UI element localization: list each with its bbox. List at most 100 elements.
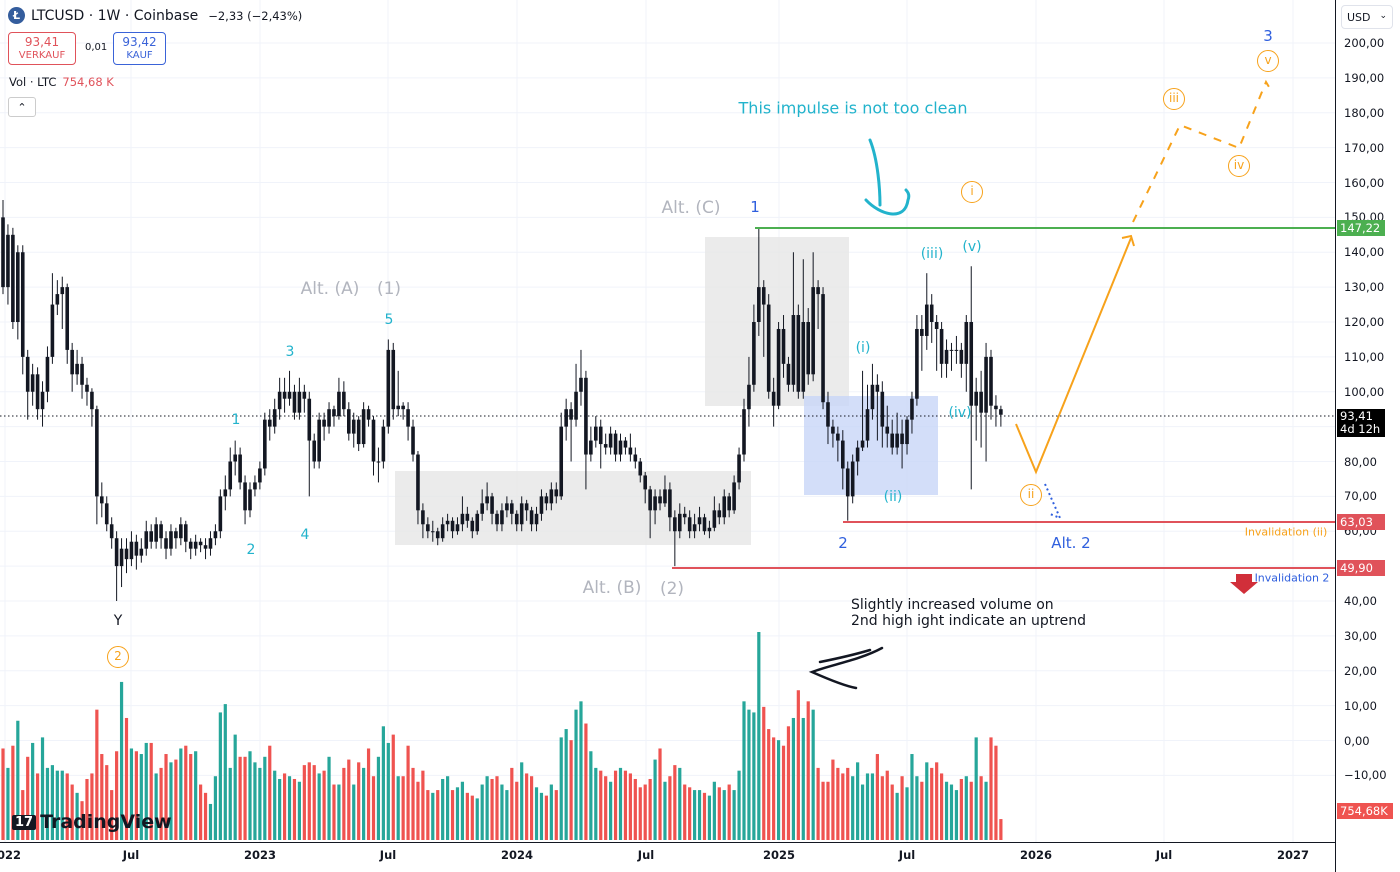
volume-bar — [371, 776, 376, 840]
price-tick-label: 200,00 — [1344, 36, 1385, 50]
candle — [25, 356, 30, 392]
volume-bar — [307, 762, 311, 840]
currency-value: USD — [1347, 11, 1371, 24]
symbol-header[interactable]: Ł LTCUSD · 1W · Coinbase −2,33 (−2,43%) — [8, 7, 302, 24]
price-tick-label: 30,00 — [1344, 628, 1377, 643]
sell-button[interactable]: 93,41 VERKAUF — [8, 32, 76, 65]
candle — [416, 454, 420, 511]
volume-bar — [613, 770, 618, 840]
volume-note-line1: Slightly increased volume on — [851, 597, 1054, 613]
wave-1-label: 1 — [231, 412, 241, 428]
volume-bar — [60, 770, 64, 840]
candle — [875, 384, 880, 392]
volume-bar — [396, 776, 400, 840]
candle — [337, 391, 341, 417]
candle — [915, 328, 919, 399]
candle — [514, 513, 519, 525]
candle — [154, 524, 158, 542]
price-tick-label: 80,00 — [1344, 454, 1377, 469]
volume-bar — [604, 776, 608, 840]
volume-bar — [544, 795, 548, 840]
volume-bar — [55, 770, 59, 840]
chevron-up-icon[interactable]: ⌃ — [8, 97, 36, 117]
candle — [658, 496, 662, 504]
volume-bar — [742, 701, 746, 840]
volume-bar — [870, 773, 875, 840]
candle — [979, 391, 983, 413]
volume-bar — [747, 709, 751, 840]
volume-bar — [989, 737, 993, 840]
price-tick-label: −10,00 — [1344, 768, 1387, 783]
resistance-price-badge: 147,22 — [1337, 220, 1385, 236]
time-tick-label: Jul — [1155, 848, 1173, 862]
price-tick-label: 20,00 — [1344, 663, 1377, 678]
volume-bar — [119, 681, 124, 840]
volume-bar — [134, 751, 138, 840]
candle — [238, 454, 242, 483]
volume-bar — [337, 784, 341, 840]
currency-select[interactable]: USD ⌄ — [1341, 5, 1393, 29]
volume-bar — [149, 742, 153, 840]
volume-bar — [880, 776, 884, 840]
candle — [712, 510, 717, 528]
time-tick-label: 2025 — [762, 848, 796, 862]
bar-countdown: 4d 12h — [1340, 422, 1381, 436]
volume-bar — [826, 781, 830, 840]
candle — [885, 426, 890, 434]
candle — [317, 419, 321, 462]
candle — [366, 409, 371, 420]
candle — [287, 391, 292, 399]
tradingview-logo[interactable]: 17 TradingView — [12, 811, 172, 833]
volume-bar — [569, 740, 573, 840]
volume-bar — [401, 776, 405, 840]
time-axis[interactable] — [0, 842, 1335, 872]
candle — [786, 363, 791, 385]
candle — [218, 496, 223, 532]
wave-iv-label: (iv) — [948, 405, 972, 421]
volume-bar — [381, 726, 385, 840]
impulse-note: This impulse is not too clean — [738, 98, 968, 118]
circled-wave-i: i — [961, 181, 983, 203]
candle — [440, 524, 445, 539]
candle — [485, 496, 489, 504]
volume-bar — [668, 776, 672, 840]
wave-y-label: Y — [113, 613, 123, 629]
time-tick-label: 2027 — [1276, 848, 1310, 862]
candle — [351, 419, 356, 434]
candle — [826, 402, 830, 427]
candle — [386, 349, 391, 427]
candle — [682, 513, 687, 518]
candle — [989, 356, 993, 406]
volume-bar — [455, 787, 460, 840]
projection-dashed-line[interactable] — [1132, 79, 1273, 223]
volume-bar — [836, 767, 840, 840]
volume-bar — [663, 781, 667, 840]
candle — [544, 496, 549, 504]
price-chart[interactable] — [0, 0, 1335, 842]
candle — [327, 409, 331, 427]
volume-bar — [762, 706, 766, 840]
volume-legend[interactable]: Vol · LTC 754,68 K — [9, 75, 114, 89]
volume-bar — [737, 770, 741, 840]
volume-bar — [258, 767, 262, 840]
volume-bar — [332, 784, 336, 840]
volume-bar — [203, 792, 208, 840]
projection-solid-line[interactable] — [1015, 237, 1132, 475]
candle — [267, 419, 272, 427]
volume-bars — [1, 632, 1003, 840]
volume-bar — [470, 795, 474, 840]
volume-bar — [589, 751, 593, 840]
price-tick-label: 160,00 — [1344, 175, 1385, 190]
volume-bar — [70, 784, 74, 840]
volume-bar — [273, 770, 277, 840]
invalidation-ii-price-badge: 63,03 — [1337, 514, 1385, 530]
candle — [732, 482, 736, 511]
volume-bar — [885, 770, 889, 840]
candle — [969, 322, 974, 406]
candle — [109, 524, 114, 539]
candle — [766, 304, 771, 392]
volume-bar — [490, 778, 494, 840]
candle — [529, 510, 534, 525]
volume-bar — [194, 751, 198, 840]
buy-button[interactable]: 93,42 KAUF — [113, 32, 166, 65]
